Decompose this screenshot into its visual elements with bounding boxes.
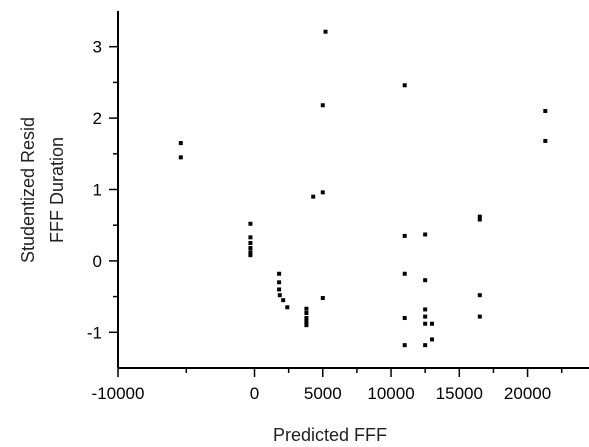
x-tick-label: 20000 (504, 384, 551, 403)
data-point (543, 138, 548, 143)
data-point (430, 337, 434, 342)
y-axis-label-line-2: FFF Duration (47, 137, 67, 243)
y-axis-label-line-1: Studentized Resid (18, 117, 38, 263)
data-point (320, 296, 325, 301)
data-point (423, 314, 428, 319)
data-point (304, 311, 309, 316)
y-tick-label: -1 (87, 323, 102, 342)
data-point (304, 323, 309, 328)
data-point (423, 307, 428, 312)
data-point (248, 221, 253, 226)
x-tick-label: 5000 (304, 384, 342, 403)
data-point (423, 232, 428, 237)
x-tick-label: 0 (250, 384, 259, 403)
data-point (277, 287, 282, 292)
data-point (402, 233, 407, 238)
data-point (178, 141, 183, 146)
data-point (477, 217, 482, 222)
data-point (423, 321, 428, 326)
data-point (281, 298, 286, 303)
x-tick-label: 10000 (367, 384, 414, 403)
data-point (477, 314, 482, 319)
y-tick-label: 0 (93, 252, 102, 271)
ticks: -10000 0 5000 10000 15000 20000 -1 0 1 2 3 (87, 38, 563, 403)
y-tick-label: 2 (93, 109, 102, 128)
data-point (402, 316, 407, 321)
data-point (477, 214, 482, 219)
data-point (311, 194, 316, 199)
data-point (304, 306, 309, 311)
x-axis-label: Predicted FFF (273, 425, 387, 445)
data-point (402, 271, 407, 276)
data-point (304, 319, 309, 324)
data-point (304, 316, 309, 321)
data-point (248, 246, 253, 251)
data-point (285, 305, 290, 310)
data-point (248, 235, 253, 240)
data-point (477, 293, 482, 298)
data-point (178, 155, 183, 160)
data-point (320, 103, 325, 108)
data-point (323, 29, 328, 34)
data-point (423, 343, 428, 348)
data-point (277, 280, 282, 285)
data-point (320, 190, 325, 195)
x-tick-label: -10000 (92, 384, 145, 403)
data-point (277, 271, 282, 276)
data-point (543, 108, 548, 113)
data-point (248, 250, 253, 255)
data-point (248, 253, 253, 258)
data-point (248, 241, 253, 246)
data-point (423, 278, 428, 283)
data-point (430, 321, 434, 326)
data-point (277, 293, 282, 298)
data-point (402, 83, 407, 88)
y-tick-label: 3 (93, 38, 102, 57)
y-tick-label: 1 (93, 181, 102, 200)
axes (117, 11, 589, 369)
x-tick-label: 15000 (436, 384, 483, 403)
data-points (178, 29, 548, 348)
data-point (402, 343, 407, 348)
